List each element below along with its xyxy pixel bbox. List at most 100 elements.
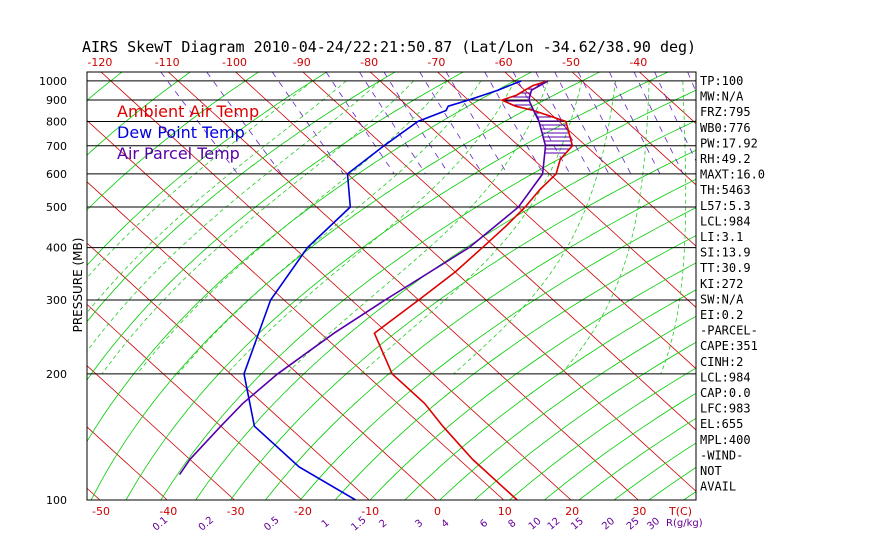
top-temperature-tick: -70 [427, 56, 445, 69]
parcel-line [178, 80, 549, 476]
mixing-ratio-tick: 4 [440, 518, 452, 531]
stat-entry: WB0:776 [700, 121, 751, 135]
bottom-temperature-tick: 30 [632, 505, 646, 518]
dry-adiabat-line [195, 120, 696, 500]
moist-adiabat-line [660, 80, 687, 374]
isotherm-line [87, 242, 370, 500]
pressure-tick-label: 900 [46, 94, 67, 107]
isotherm-line [87, 181, 437, 500]
pressure-tick-label: 200 [46, 368, 67, 381]
isotherm-line [168, 72, 639, 500]
bottom-temperature-tick: -40 [159, 505, 177, 518]
stat-entry: SW:N/A [700, 292, 744, 306]
stat-entry: CINH:2 [700, 355, 743, 369]
dry-adiabat-line [87, 72, 532, 443]
dry-adiabat-line [87, 72, 464, 381]
isotherm-line [87, 303, 303, 500]
top-temperature-tick: -50 [562, 56, 580, 69]
dry-adiabat-line [125, 72, 669, 500]
top-temperature-tick: -60 [495, 56, 513, 69]
dry-adiabat-line [299, 207, 696, 500]
stat-entry: EI:0.2 [700, 308, 743, 322]
pressure-tick-label: 400 [46, 242, 67, 255]
top-temperature-tick: -100 [222, 56, 247, 69]
isotherm-line [87, 365, 235, 500]
dewpoint-line [243, 80, 522, 500]
mixing-ratio-line [633, 72, 684, 175]
stat-entry: CAPE:351 [700, 339, 758, 353]
dry-adiabat-line [87, 72, 259, 211]
dry-adiabat-line [648, 466, 696, 500]
bottom-temperature-tick: 20 [565, 505, 579, 518]
mixing-ratio-line [687, 72, 696, 93]
isotherm-line [774, 72, 870, 500]
stat-entry: L57:5.3 [700, 199, 751, 213]
mixing-ratio-tick: 12 [546, 516, 563, 533]
dry-adiabat-line [788, 72, 870, 500]
mixing-ratio-line [535, 72, 592, 175]
stat-entry: CAP:0.0 [700, 386, 751, 400]
stat-entry: PW:17.92 [700, 136, 758, 150]
temperature-line [373, 80, 574, 500]
top-temperature-tick: -40 [629, 56, 647, 69]
stat-entry: NOT [700, 464, 722, 478]
isotherm-line [571, 72, 696, 186]
stat-entry: LI:3.1 [700, 230, 743, 244]
mixing-ratio-line [206, 72, 282, 175]
top-temperature-tick: -110 [155, 56, 180, 69]
dry-adiabat-line [87, 72, 396, 323]
stat-entry: LCL:984 [700, 214, 751, 228]
dry-adiabat-line [0, 72, 54, 500]
stat-entry: KI:272 [700, 277, 743, 291]
mixing-ratio-tick: 0.2 [197, 515, 216, 534]
pressure-tick-label: 800 [46, 115, 67, 128]
mixing-ratio-line [359, 72, 426, 175]
stat-entry: -PARCEL- [700, 324, 758, 338]
mixing-ratio-tick: 8 [507, 518, 519, 531]
mixing-ratio-line [577, 72, 632, 175]
stat-entry: MAXT:16.0 [700, 168, 765, 182]
bottom-temperature-tick: -20 [294, 505, 312, 518]
dry-adiabat-line [858, 72, 870, 500]
bottom-temperature-tick: -10 [361, 505, 379, 518]
temperature-unit-label: T(C) [668, 505, 692, 518]
isotherm-line [504, 72, 696, 247]
top-temperature-tick: -80 [360, 56, 378, 69]
stat-entry: RH:49.2 [700, 152, 751, 166]
isotherm-line [87, 119, 504, 500]
pressure-tick-label: 1000 [39, 75, 67, 88]
dry-adiabat-line [87, 72, 191, 156]
legend-entry: Dew Point Temp [117, 123, 245, 142]
mixing-ratio-tick: 0.5 [262, 515, 281, 534]
dry-adiabat-line [90, 72, 600, 500]
pressure-tick-label: 500 [46, 201, 67, 214]
isotherm-line [235, 72, 696, 492]
stat-entry: -WIND- [700, 448, 743, 462]
mixing-ratio-line [160, 72, 239, 175]
isotherm-line [302, 72, 696, 431]
dry-adiabat-line [87, 72, 328, 266]
mixing-ratio-tick: 25 [625, 516, 642, 533]
stat-entry: AVAIL [700, 480, 736, 494]
dry-adiabat-line [160, 89, 696, 500]
stat-entry: MW:N/A [700, 90, 744, 104]
mixing-ratio-line [325, 72, 395, 175]
dry-adiabat-line [823, 72, 870, 500]
mixing-ratio-tick: 10 [527, 516, 544, 533]
stat-entry: TT:30.9 [700, 261, 751, 275]
bottom-temperature-tick: 0 [434, 505, 441, 518]
dry-adiabat-line [230, 149, 696, 500]
chart-title: AIRS SkewT Diagram 2010-04-24/22:21:50.8… [82, 38, 696, 56]
pressure-tick-label: 700 [46, 140, 67, 153]
y-axis-label: PRESSURE (MB) [71, 238, 85, 333]
pressure-tick-label: 100 [46, 494, 67, 507]
dry-adiabat-line [265, 178, 696, 500]
stat-entry: TP:100 [700, 74, 743, 88]
isotherm-line [0, 72, 33, 500]
dry-adiabat-line [369, 262, 696, 500]
dry-adiabat-line [753, 72, 870, 500]
top-temperature-tick: -120 [87, 56, 112, 69]
pressure-tick-label: 300 [46, 294, 67, 307]
grid [0, 72, 870, 500]
